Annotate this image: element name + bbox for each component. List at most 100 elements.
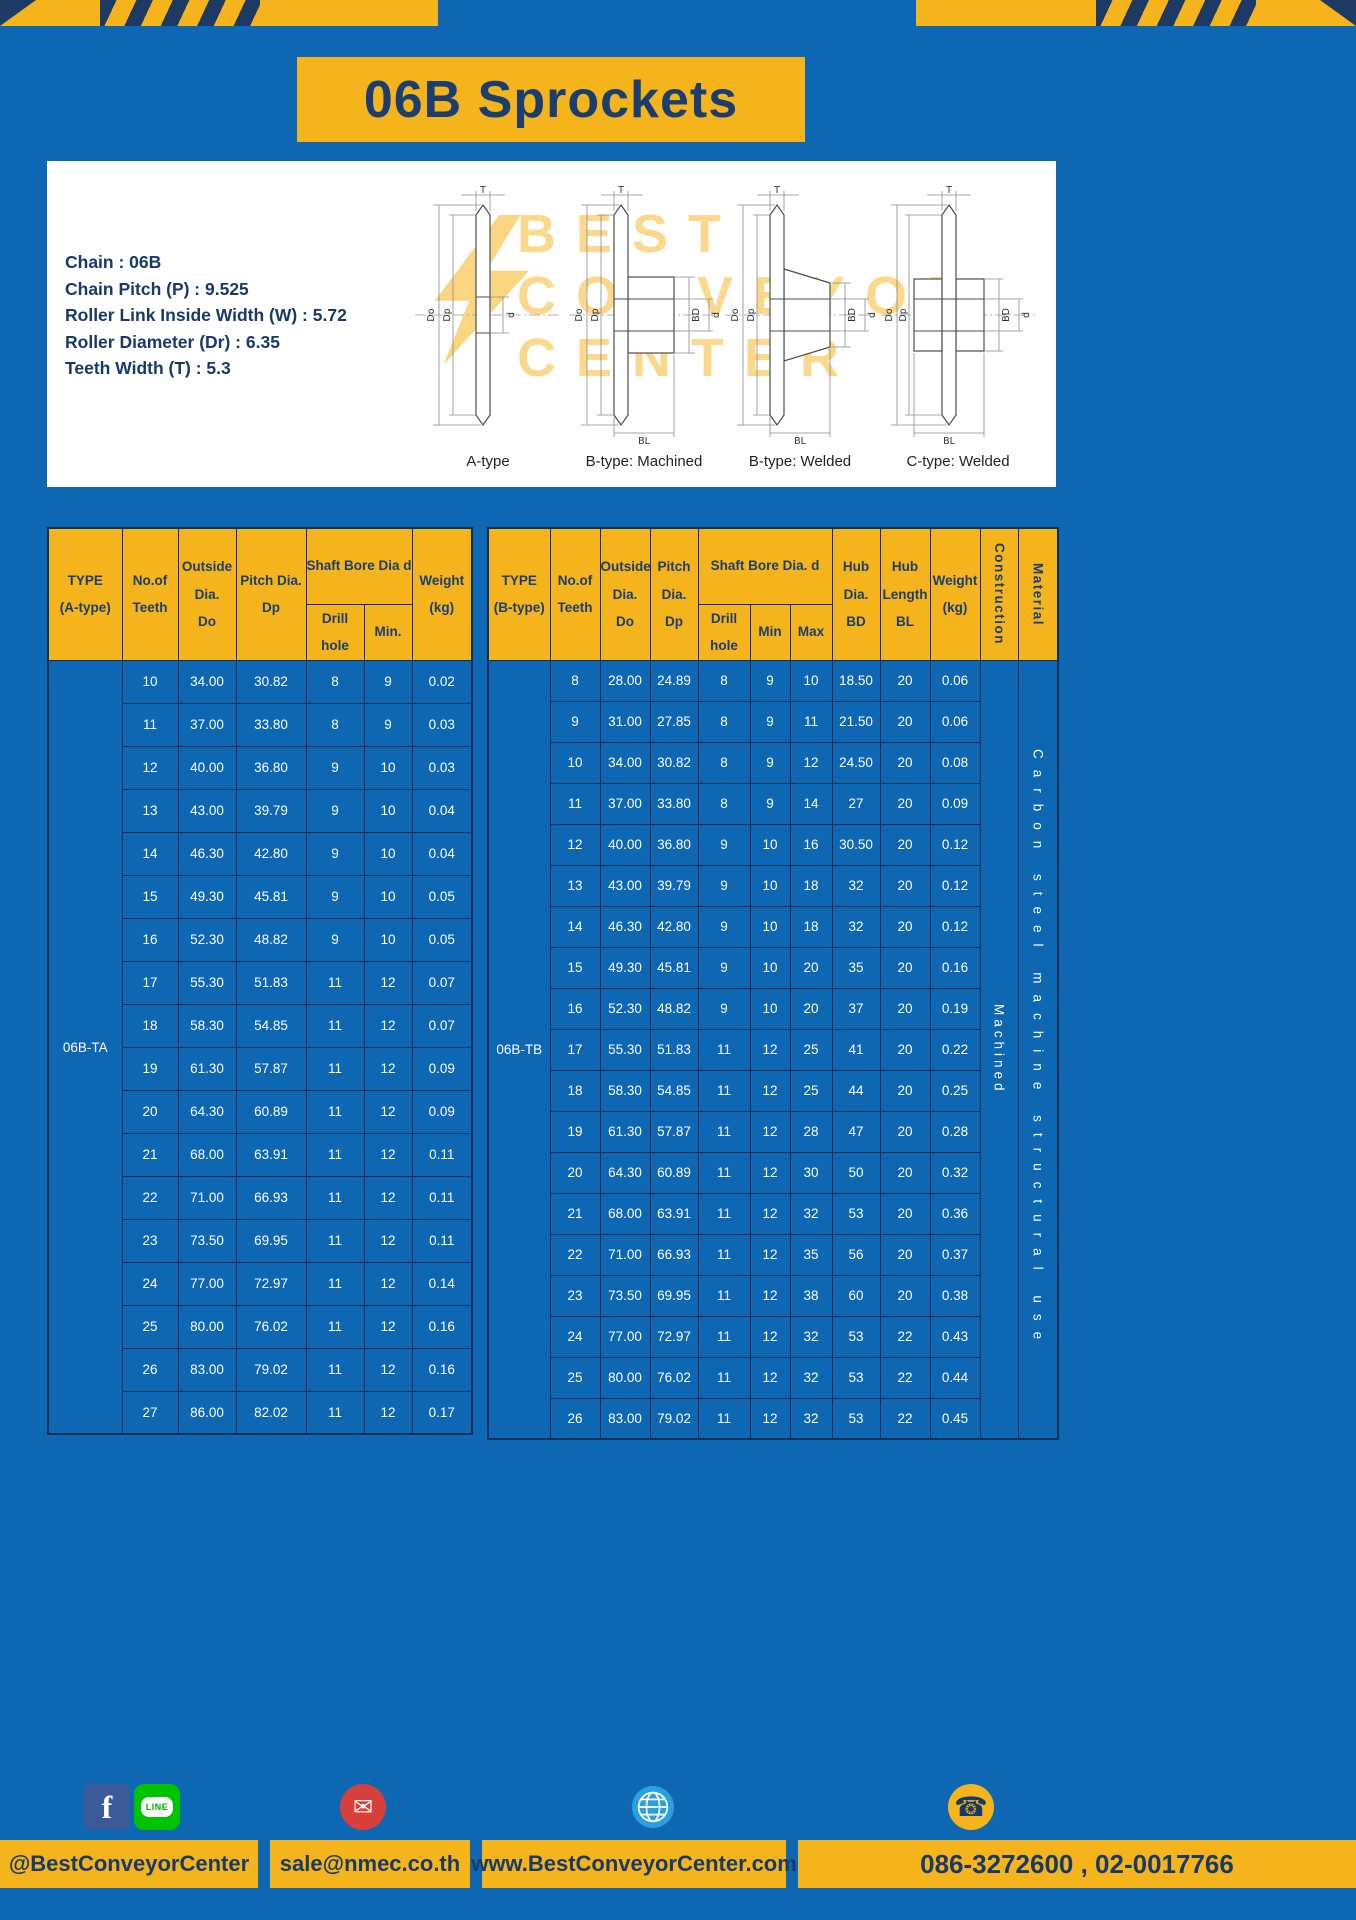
table-cell: 0.43 [929, 1315, 981, 1358]
table-cell: 9 [363, 702, 413, 747]
table-cell: 32 [789, 1356, 833, 1399]
table-cell: 25 [549, 1356, 601, 1399]
drawing-caption-c-welded: C-type: Welded [906, 453, 1010, 470]
table-cell: 9 [697, 864, 751, 907]
table-cell: 12 [363, 1304, 413, 1349]
table-cell: 86.00 [177, 1390, 237, 1435]
table-cell: 35 [789, 1233, 833, 1276]
table-cell: 79.02 [235, 1347, 307, 1392]
table-cell: 0.06 [929, 659, 981, 702]
table-cell: 20 [879, 1110, 931, 1153]
table-cell: 16 [789, 823, 833, 866]
table-cell: 11 [121, 702, 179, 747]
table-cell: 9 [363, 659, 413, 704]
table-row: 27 86.00 82.02 11 12 0.17 [48, 1390, 473, 1435]
header-teeth-a: No.of Teeth [121, 527, 179, 661]
table-cell: 11 [305, 960, 365, 1005]
table-cell: 25 [121, 1304, 179, 1349]
table-row: 23 73.50 69.95 11 12 38 60 20 0.38 [488, 1274, 1058, 1317]
table-cell: 9 [749, 741, 791, 784]
table-cell: 77.00 [599, 1315, 651, 1358]
table-cell: 68.00 [177, 1132, 237, 1177]
table-cell: 12 [749, 1192, 791, 1235]
table-cell: 20 [121, 1089, 179, 1134]
table-cell: 20 [879, 741, 931, 784]
table-cell: 20 [879, 1069, 931, 1112]
table-cell: 34.00 [177, 659, 237, 704]
header-outside-dia-b: Outside Dia. Do [599, 527, 651, 661]
table-cell: 12 [363, 960, 413, 1005]
dim-label-bl-icon: BL [638, 436, 651, 445]
dim-label-do-icon: Do [884, 308, 895, 321]
table-cell: 10 [749, 987, 791, 1030]
hazard-stripes-left [100, 0, 260, 26]
facebook-icon[interactable]: f [84, 1784, 130, 1830]
table-cell: 76.02 [235, 1304, 307, 1349]
table-cell: 18 [121, 1003, 179, 1048]
table-cell: 0.16 [929, 946, 981, 989]
header-hub-length-b: Hub Length BL [879, 527, 931, 661]
table-row: 18 58.30 54.85 11 12 0.07 [48, 1003, 473, 1048]
table-cell: 32 [789, 1315, 833, 1358]
table-cell: 12 [749, 1151, 791, 1194]
table-cell: 0.08 [929, 741, 981, 784]
table-cell: 14 [549, 905, 601, 948]
table-cell: 83.00 [599, 1397, 651, 1440]
email-icon[interactable]: ✉ [340, 1784, 386, 1830]
table-cell: 19 [549, 1110, 601, 1153]
table-cell: 0.32 [929, 1151, 981, 1194]
footer-email-address[interactable]: sale@nmec.co.th [270, 1840, 470, 1888]
table-cell: 33.80 [649, 782, 699, 825]
table-cell: 80.00 [599, 1356, 651, 1399]
drawing-caption-a-type: A-type [466, 453, 510, 470]
table-cell: 0.06 [929, 700, 981, 743]
table-cell: 11 [549, 782, 601, 825]
dim-label-dp-icon: Dp [590, 308, 601, 321]
table-cell: 11 [789, 700, 833, 743]
table-cell: 36.80 [649, 823, 699, 866]
table-cell: 35 [831, 946, 881, 989]
table-cell: 30 [789, 1151, 833, 1194]
header-material: Material [1017, 527, 1059, 661]
table-cell: 22 [879, 1397, 931, 1440]
table-cell: 12 [749, 1397, 791, 1440]
line-icon[interactable]: LINE [134, 1784, 180, 1830]
table-cell: 28.00 [599, 659, 651, 702]
table-cell: 11 [697, 1151, 751, 1194]
footer-facebook-handle[interactable]: @BestConveyorCenter [0, 1840, 258, 1888]
table-cell: 0.05 [411, 874, 473, 919]
table-cell: 54.85 [649, 1069, 699, 1112]
table-cell: 12 [363, 1046, 413, 1091]
table-cell: 0.09 [929, 782, 981, 825]
header-weight-b: Weight (kg) [929, 527, 981, 661]
footer-website[interactable]: www.BestConveyorCenter.com [471, 1840, 797, 1888]
globe-glyph [631, 1785, 675, 1829]
table-cell: 9 [549, 700, 601, 743]
drawing-caption-b-machined: B-type: Machined [585, 453, 703, 470]
globe-icon[interactable] [630, 1784, 676, 1830]
table-cell: 52.30 [599, 987, 651, 1030]
table-row: 24 77.00 72.97 11 12 0.14 [48, 1261, 473, 1306]
header-pitch-dia-a: Pitch Dia. Dp [235, 527, 307, 661]
table-row: 14 46.30 42.80 9 10 18 32 20 0.12 [488, 905, 1058, 948]
footer-phone-numbers[interactable]: 086-3272600 , 02-0017766 [798, 1840, 1356, 1888]
table-cell: 17 [549, 1028, 601, 1071]
table-cell: 0.11 [411, 1132, 473, 1177]
table-cell: 53 [831, 1315, 881, 1358]
footer-divider [258, 1840, 270, 1888]
table-cell: 68.00 [599, 1192, 651, 1235]
table-row: 21 68.00 63.91 11 12 32 53 20 0.36 [488, 1192, 1058, 1235]
table-cell: 20 [879, 1151, 931, 1194]
table-cell: 82.02 [235, 1390, 307, 1435]
phone-icon[interactable]: ☎ [948, 1784, 994, 1830]
table-cell: 12 [363, 1089, 413, 1134]
table-cell: 58.30 [599, 1069, 651, 1112]
header-construction: Construction [979, 527, 1019, 661]
table-row: 19 61.30 57.87 11 12 0.09 [48, 1046, 473, 1091]
table-cell: 11 [697, 1356, 751, 1399]
header-drill-hole-a: Drill hole [305, 603, 365, 661]
table-cell: 69.95 [235, 1218, 307, 1263]
spec-chain: Chain : 06B [65, 252, 162, 272]
table-cell: 12 [363, 1261, 413, 1306]
